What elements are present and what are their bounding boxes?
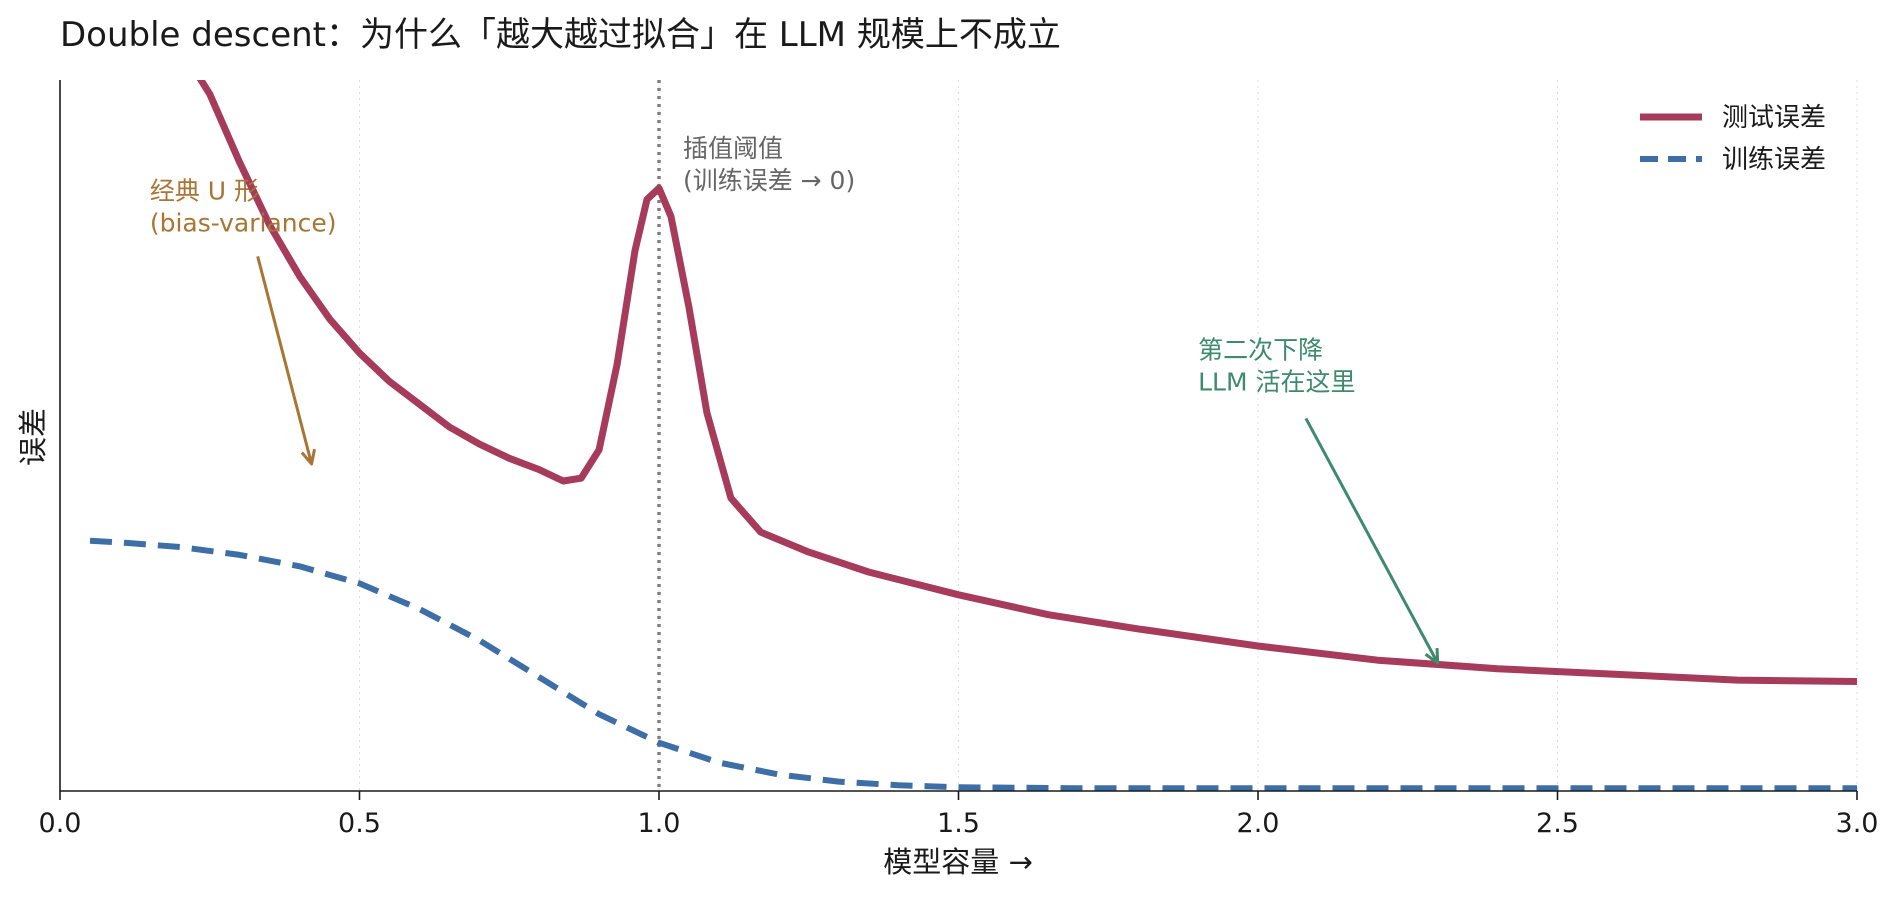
x-tick-label-0: 0.0 [39,808,82,839]
x-tick-label-5: 2.5 [1536,808,1579,839]
x-tick-label-4: 2.0 [1237,808,1280,839]
x-axis-label: 模型容量 → [883,845,1033,879]
annotation-second-line-1: LLM 活在这里 [1198,368,1355,397]
annotation-second-arrowhead [1424,647,1440,665]
annotation-classic-line-0: 经典 U 形 [150,176,259,205]
annotation-interp-line-1: (训练误差 → 0) [683,166,855,195]
annotation-classic-arrowhead [300,448,316,466]
annotation-layer: 插值阈值 (训练误差 → 0) 经典 U 形 (bias-variance) 第二次下降… [150,134,1440,665]
x-tick-label-3: 1.5 [937,808,980,839]
legend-label-1: 训练误差 [1722,145,1826,175]
chart-title: Double descent：为什么「越大越过拟合」在 LLM 规模上不成立 [60,15,1061,55]
y-axis-label: 误差 [16,408,50,466]
x-tick-label-1: 0.5 [338,808,381,839]
annotation-interp-line-0: 插值阈值 [683,134,783,163]
annotation-second-arrow [1304,417,1440,664]
x-tick-label-2: 1.0 [638,808,681,839]
series-layer [89,80,1857,791]
annotation-classic-arrow [256,255,314,465]
annotation-classic-line-1: (bias-variance) [150,208,337,237]
x-ticks: 0.0 0.5 1.0 1.5 2.0 2.5 3.0 [39,791,1879,839]
train-error-line [89,537,1857,791]
legend-label-0: 测试误差 [1722,103,1826,133]
annotation-second-line-0: 第二次下降 [1198,336,1323,365]
test-error-line [196,80,1857,685]
x-tick-label-6: 3.0 [1836,808,1879,839]
grid-layer [359,80,1858,791]
